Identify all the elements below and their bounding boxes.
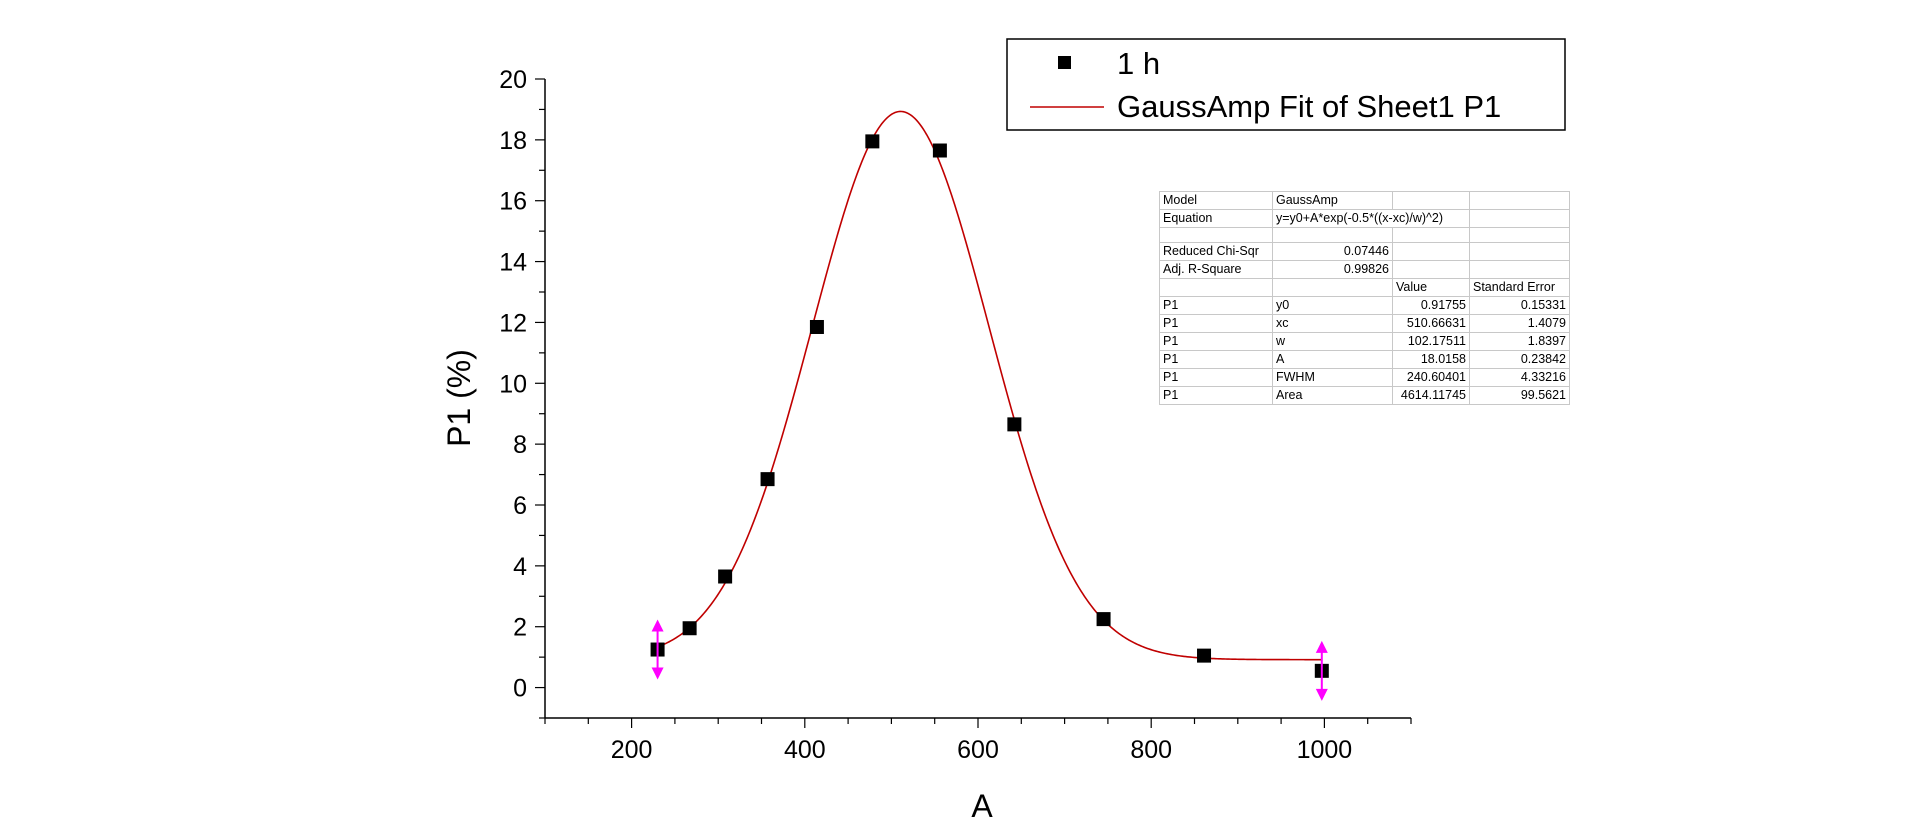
x-tick-label: 1000	[1297, 736, 1353, 764]
data-point	[809, 319, 824, 334]
legend-label-fit: GaussAmp Fit of Sheet1 P1	[1117, 89, 1501, 124]
table-row: P1 xc 510.66631 1.4079	[1159, 314, 1570, 333]
range-start-handle	[651, 619, 664, 680]
x-tick-label: 800	[1130, 736, 1172, 764]
param-value: 4614.11745	[1392, 386, 1470, 405]
y-axis-title: P1 (%)	[441, 349, 477, 447]
handle-arrow-down	[1315, 688, 1328, 701]
data-point	[718, 569, 733, 584]
y-tick-label: 16	[499, 188, 527, 216]
error-header: Standard Error	[1469, 278, 1570, 297]
legend-marker-square	[1058, 56, 1071, 69]
model-label: Model	[1159, 191, 1273, 210]
y-tick-label: 14	[499, 249, 527, 277]
table-row: P1 FWHM 240.60401 4.33216	[1159, 368, 1570, 387]
r2-label: Adj. R-Square	[1159, 260, 1273, 279]
handle-arrow-down	[651, 667, 664, 680]
axes: 200 400 600 800 1000 0 2 4 6 8 10 12 14 16 18 20	[499, 66, 1412, 764]
model-value: GaussAmp	[1272, 191, 1393, 210]
fit-results-table: Model GaussAmp Equation y=y0+A*exp(-0.5*…	[1159, 191, 1570, 405]
param-name: xc	[1272, 314, 1393, 333]
data-point	[1096, 612, 1111, 627]
y-tick-label: 4	[513, 553, 527, 581]
y-tick-label: 20	[499, 66, 527, 94]
value-header: Value	[1392, 278, 1470, 297]
data-point	[760, 472, 775, 487]
param-dataset: P1	[1159, 386, 1273, 405]
param-error: 4.33216	[1469, 368, 1570, 387]
y-tick-label: 12	[499, 309, 527, 337]
table-row	[1159, 227, 1570, 243]
table-row: P1 A 18.0158 0.23842	[1159, 350, 1570, 369]
handle-arrow-up	[1315, 640, 1328, 653]
legend: 1 h GaussAmp Fit of Sheet1 P1	[1006, 38, 1566, 131]
param-dataset: P1	[1159, 296, 1273, 315]
param-value: 510.66631	[1392, 314, 1470, 333]
chisq-label: Reduced Chi-Sqr	[1159, 242, 1273, 261]
param-value: 0.91755	[1392, 296, 1470, 315]
equation-label: Equation	[1159, 209, 1273, 228]
param-dataset: P1	[1159, 314, 1273, 333]
table-row: P1 Area 4614.11745 99.5621	[1159, 386, 1570, 405]
table-row: Reduced Chi-Sqr 0.07446	[1159, 242, 1570, 261]
handle-arrow-up	[651, 619, 664, 632]
param-error: 1.8397	[1469, 332, 1570, 351]
param-dataset: P1	[1159, 332, 1273, 351]
table-row: P1 w 102.17511 1.8397	[1159, 332, 1570, 351]
x-axis-title: A	[971, 788, 993, 824]
param-value: 18.0158	[1392, 350, 1470, 369]
y-tick-label: 18	[499, 127, 527, 155]
param-name: w	[1272, 332, 1393, 351]
table-row: Model GaussAmp	[1159, 191, 1570, 210]
legend-box	[1006, 38, 1566, 131]
y-tick-label: 0	[513, 675, 527, 703]
param-value: 240.60401	[1392, 368, 1470, 387]
param-name: A	[1272, 350, 1393, 369]
r2-value: 0.99826	[1272, 260, 1393, 279]
x-tick-label: 400	[784, 736, 826, 764]
param-name: Area	[1272, 386, 1393, 405]
param-value: 102.17511	[1392, 332, 1470, 351]
data-point	[682, 621, 697, 636]
param-name: FWHM	[1272, 368, 1393, 387]
param-dataset: P1	[1159, 350, 1273, 369]
y-tick-label: 6	[513, 492, 527, 520]
equation-value: y=y0+A*exp(-0.5*((x-xc)/w)^2)	[1272, 209, 1470, 228]
range-end-handle	[1315, 640, 1328, 701]
param-error: 99.5621	[1469, 386, 1570, 405]
parameter-rows: P1 y0 0.91755 0.15331 P1 xc 510.66631 1.4079 P1 w…	[1159, 296, 1570, 405]
param-dataset: P1	[1159, 368, 1273, 387]
table-row: Equation y=y0+A*exp(-0.5*((x-xc)/w)^2)	[1159, 209, 1570, 228]
range-handles-layer	[651, 619, 1328, 701]
data-point	[932, 143, 947, 158]
data-point	[865, 134, 880, 149]
data-point	[1197, 648, 1212, 663]
param-name: y0	[1272, 296, 1393, 315]
table-row: P1 y0 0.91755 0.15331	[1159, 296, 1570, 315]
y-tick-label: 8	[513, 431, 527, 459]
param-error: 0.15331	[1469, 296, 1570, 315]
table-row: Adj. R-Square 0.99826	[1159, 260, 1570, 279]
chisq-value: 0.07446	[1272, 242, 1393, 261]
y-tick-label: 2	[513, 614, 527, 642]
y-tick-label: 10	[499, 370, 527, 398]
table-row: Value Standard Error	[1159, 278, 1570, 297]
data-point	[1007, 417, 1022, 432]
param-error: 1.4079	[1469, 314, 1570, 333]
x-tick-label: 200	[611, 736, 653, 764]
param-error: 0.23842	[1469, 350, 1570, 369]
x-tick-label: 600	[957, 736, 999, 764]
legend-label-points: 1 h	[1117, 46, 1160, 81]
